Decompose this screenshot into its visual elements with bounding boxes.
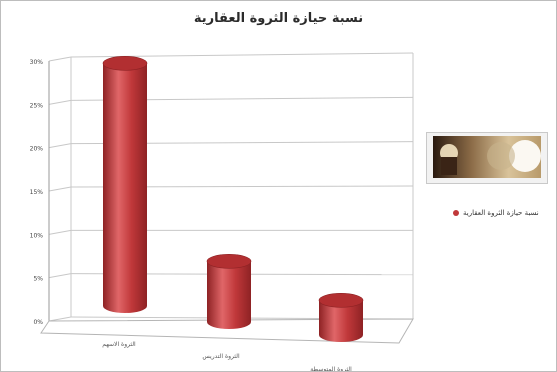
bar-body <box>207 261 251 329</box>
bar-2 <box>206 254 252 329</box>
y-tick-label: 25% <box>30 102 44 109</box>
label-layer: 0% 5% 10% 15% 20% 25% 30% الثروة الاسهم الثروة ا… <box>30 59 352 371</box>
x-tick-label: الثروة المتوسطة <box>310 366 352 371</box>
bar-body <box>103 63 147 314</box>
legend-swatch <box>453 210 459 216</box>
bars-layer <box>102 56 364 342</box>
bar-3 <box>318 293 364 342</box>
gridline-depth <box>48 99 72 105</box>
gridline-depth <box>48 229 72 235</box>
gridline-depth <box>48 316 72 322</box>
axis-layer <box>40 53 414 344</box>
photo-image <box>433 136 541 178</box>
y-tick-label: 30% <box>30 59 44 66</box>
bar-top <box>318 293 364 308</box>
chart-title: نسبة حيازة الثروة العقارية <box>193 11 364 26</box>
x-tick-label: الثروة التدريس <box>202 353 240 360</box>
floor <box>40 318 414 344</box>
decorative-photo <box>426 132 548 184</box>
x-tick-label: الثروة الاسهم <box>102 341 136 348</box>
legend-label: نسبة حيازة الثروة العقارية <box>463 209 539 217</box>
bar-top <box>206 254 252 269</box>
y-tick-label: 10% <box>30 232 44 239</box>
y-tick-label: 0% <box>33 319 43 326</box>
bar-body <box>319 300 363 342</box>
y-tick-label: 20% <box>30 146 44 153</box>
legend: نسبة حيازة الثروة العقارية <box>453 209 539 217</box>
bar-1 <box>102 56 148 314</box>
gridline-depth <box>48 186 72 192</box>
y-tick-label: 15% <box>30 189 44 196</box>
bar-top <box>102 56 148 71</box>
gridline-depth <box>48 143 72 149</box>
gridline-depth <box>48 56 72 62</box>
gridline-depth <box>48 273 72 279</box>
y-tick-label: 5% <box>33 276 43 283</box>
